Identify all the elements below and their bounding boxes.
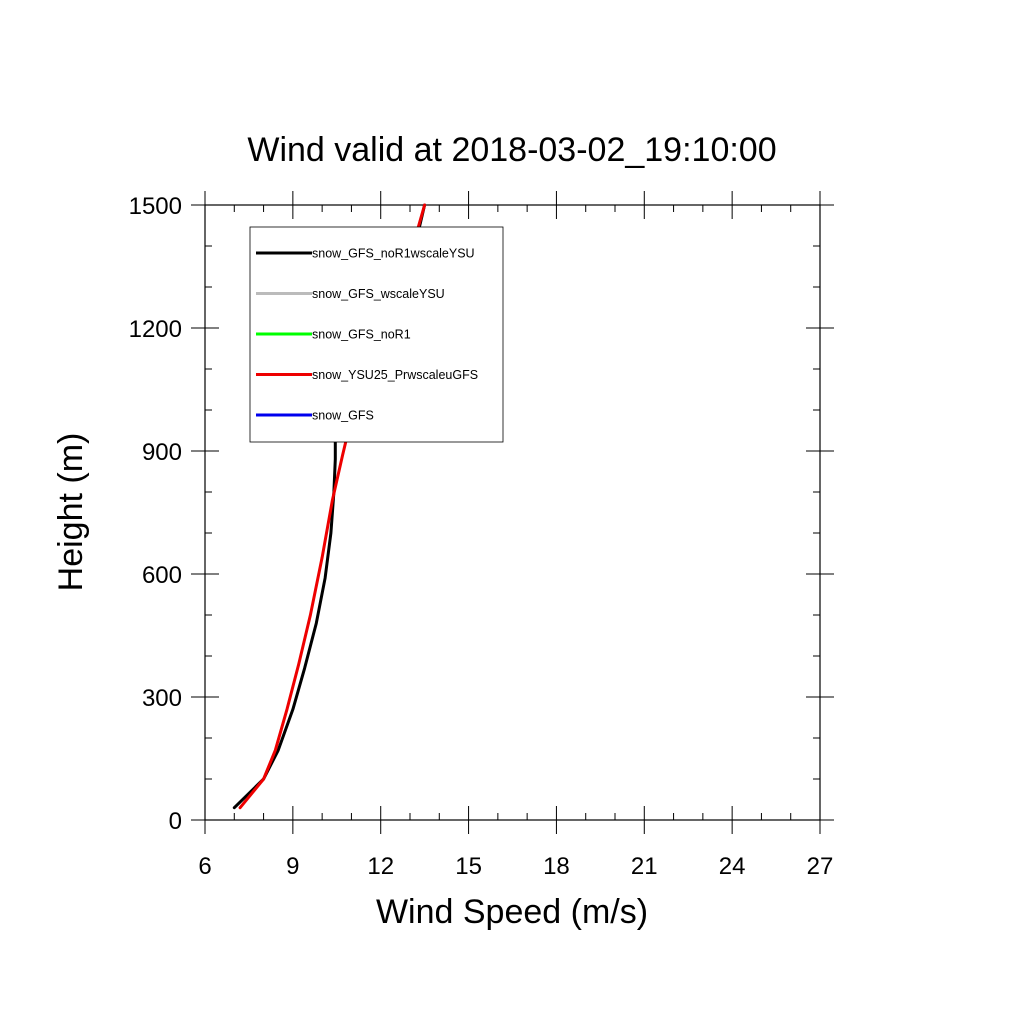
chart-title: Wind valid at 2018-03-02_19:10:00	[247, 131, 776, 169]
legend-label: snow_GFS_wscaleYSU	[312, 287, 445, 301]
axis-ticks	[191, 191, 834, 834]
y-tick-label: 900	[142, 439, 182, 466]
x-axis-label: Wind Speed (m/s)	[376, 893, 648, 931]
legend-label: snow_GFS	[312, 409, 374, 423]
y-tick-labels: 0 300 600 900 1200 1500	[129, 193, 182, 835]
legend-label: snow_YSU25_PrwscaleuGFS	[312, 368, 478, 382]
x-tick-label: 21	[631, 853, 658, 880]
y-tick-label: 0	[169, 808, 182, 835]
legend-label: snow_GFS_noR1wscaleYSU	[312, 247, 475, 261]
y-tick-label: 1500	[129, 193, 182, 220]
x-tick-label: 18	[543, 853, 570, 880]
x-tick-label: 9	[286, 853, 299, 880]
y-axis-label: Height (m)	[52, 433, 90, 592]
x-tick-label: 15	[455, 853, 482, 880]
legend: snow_GFS_noR1wscaleYSU snow_GFS_wscaleYSU…	[249, 226, 504, 443]
y-tick-label: 600	[142, 562, 182, 589]
x-tick-label: 27	[807, 853, 834, 880]
legend-label: snow_GFS_noR1	[312, 328, 411, 342]
x-tick-label: 12	[367, 853, 394, 880]
y-tick-label: 300	[142, 685, 182, 712]
x-tick-label: 24	[719, 853, 746, 880]
y-tick-label: 1200	[129, 316, 182, 343]
x-tick-label: 6	[198, 853, 211, 880]
x-tick-labels: 6 9 12 15 18 21 24 27	[198, 853, 833, 880]
plot-frame	[204, 204, 821, 821]
